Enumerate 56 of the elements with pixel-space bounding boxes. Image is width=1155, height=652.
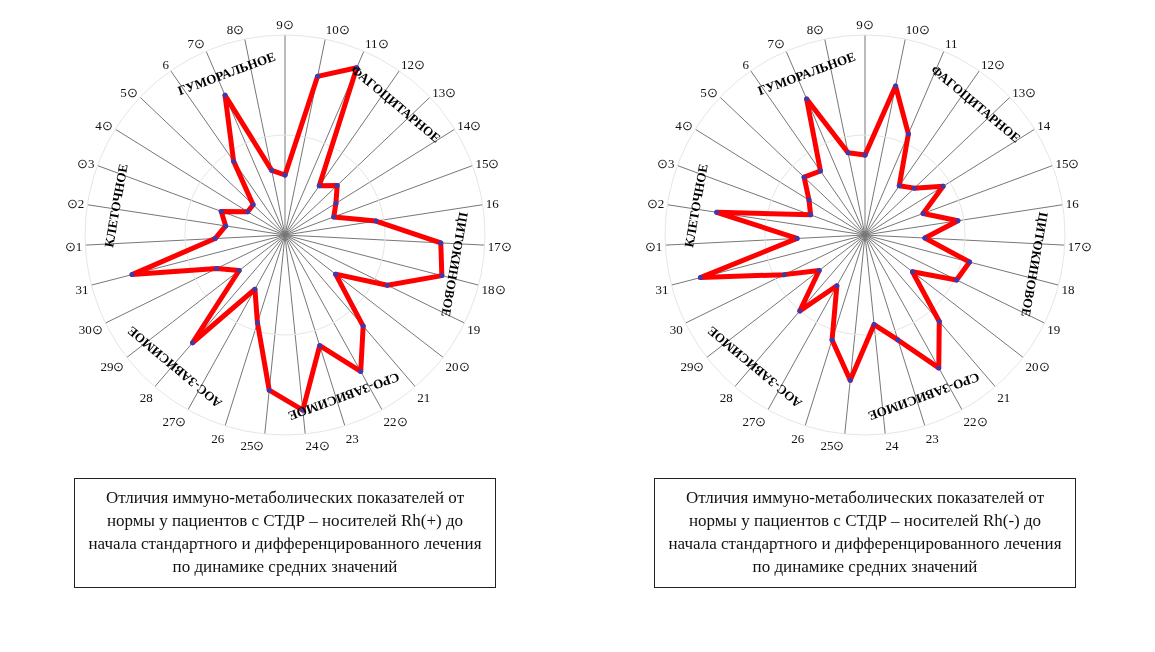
spoke-label: 10⊙	[905, 22, 930, 38]
spoke-label: 23	[345, 430, 359, 446]
spoke-label: 11	[945, 35, 958, 51]
spoke-label: 16	[485, 196, 500, 212]
spoke-label: 26	[791, 430, 805, 446]
spoke-label: 5⊙	[120, 84, 138, 100]
spoke-label: ⊙1	[64, 238, 83, 254]
spoke-label: 9⊙	[276, 17, 294, 33]
spoke-label: 6	[162, 56, 170, 72]
spoke-label: ⊙1	[644, 238, 663, 254]
spoke-label: ⊙2	[646, 196, 665, 212]
spoke-label: 16	[1065, 196, 1080, 212]
spoke-label: 24⊙	[305, 438, 330, 454]
spoke-label: 8⊙	[806, 22, 825, 38]
spoke-label: 21	[997, 389, 1011, 405]
spoke-label: 27⊙	[162, 414, 187, 430]
spoke-label: 26	[211, 430, 225, 446]
spoke-label: 31	[75, 281, 89, 297]
spoke-label: 5⊙	[700, 84, 718, 100]
spoke-label: 23	[925, 430, 939, 446]
spoke-label: 18⊙	[481, 281, 506, 297]
spoke-label: 25⊙	[820, 438, 845, 454]
spoke-label: 8⊙	[226, 22, 245, 38]
spoke-label: 20⊙	[445, 358, 470, 374]
spoke-label: 30⊙	[78, 322, 103, 338]
spoke-label: 25⊙	[240, 438, 265, 454]
spoke-label: 27⊙	[742, 414, 767, 430]
spoke-label: 20⊙	[1025, 358, 1050, 374]
spoke-label: ⊙3	[77, 155, 95, 171]
spoke-label: 19	[467, 322, 481, 338]
spoke-label: 7⊙	[767, 35, 785, 51]
spoke-label: ⊙2	[66, 196, 85, 212]
spoke-label: 4⊙	[95, 118, 113, 134]
spoke-label: 6	[742, 56, 750, 72]
spoke-label: 19	[1047, 322, 1061, 338]
spoke-label: 9⊙	[856, 17, 874, 33]
spoke-label: 17⊙	[487, 238, 512, 254]
spoke-label: 4⊙	[675, 118, 693, 134]
text: Отличия иммуно-метаболических показателей от нормы у пациентов с СТДР – носителей Rh(-) до начала стандартного и дифференцированного лечения по динамике средних значений	[654, 478, 1076, 588]
spoke-label: 17⊙	[1067, 238, 1092, 254]
spoke-label: 31	[655, 281, 669, 297]
spoke-label: 14⊙	[457, 118, 482, 134]
spoke-label: ⊙3	[657, 155, 675, 171]
spoke-label: 29⊙	[680, 358, 705, 374]
spoke-label: 7⊙	[187, 35, 205, 51]
spoke-label: 21	[417, 389, 431, 405]
spoke-label: 29⊙	[100, 358, 125, 374]
text: Отличия иммуно-метаболических показателей от нормы у пациентов с СТДР – носителей Rh(+) до начала стандартного и дифференцированного лечения по динамике средних значений	[74, 478, 496, 588]
spoke-label: 24	[885, 438, 900, 454]
spoke-label: 30	[669, 322, 683, 338]
spoke-label: 18	[1061, 281, 1075, 297]
spoke-label: 15⊙	[1055, 155, 1080, 171]
spoke-label: 10⊙	[325, 22, 350, 38]
spoke-label: 15⊙	[475, 155, 500, 171]
spoke-label: 14	[1037, 118, 1051, 134]
spoke-label: 11⊙	[365, 35, 389, 51]
